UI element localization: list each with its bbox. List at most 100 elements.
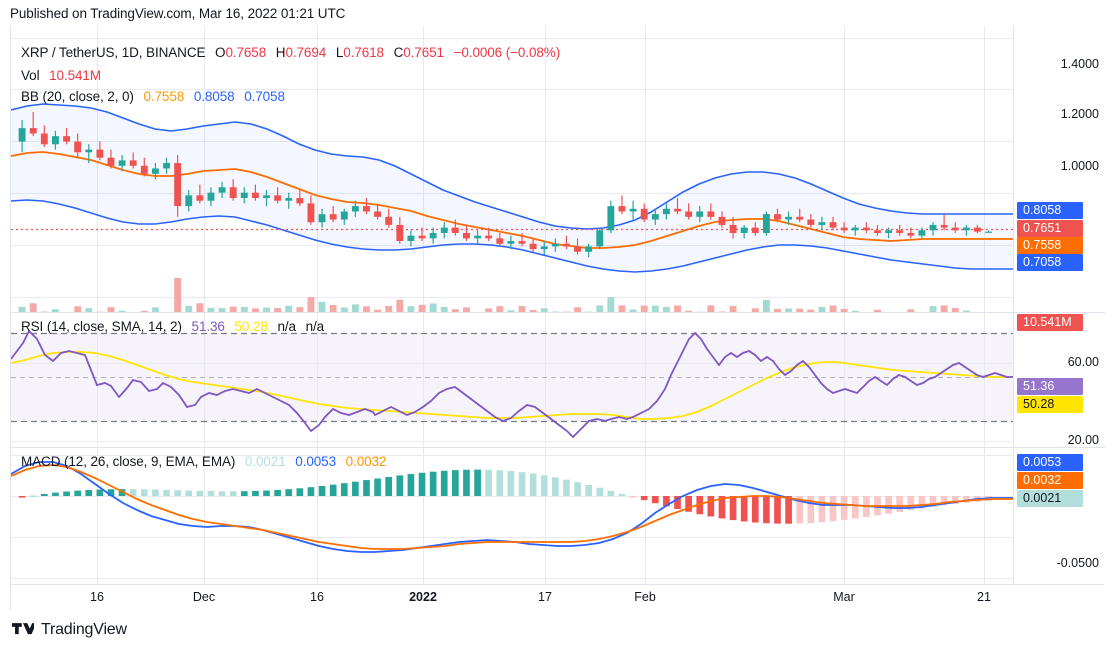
- rsi-vertical-gridlines: [97, 313, 985, 447]
- candle-body: [662, 208, 670, 215]
- volume-bar: [274, 308, 282, 312]
- candle-body: [685, 211, 693, 217]
- macd-histogram-bar: [651, 496, 659, 504]
- candle-body: [940, 224, 948, 228]
- macd-histogram-bar: [274, 489, 281, 496]
- bb-upper-line: [11, 103, 1013, 230]
- candle-body: [129, 160, 137, 166]
- candle-body: [29, 128, 37, 134]
- macd-histogram-bar: [185, 490, 193, 496]
- macd-histogram-bar: [829, 496, 837, 522]
- macd-histogram-bar: [596, 487, 604, 496]
- rsi-sma-value-tag[interactable]: 50.28: [1017, 396, 1083, 413]
- macd-histogram-bar: [674, 496, 681, 510]
- candle-body: [962, 227, 970, 231]
- candle-body: [407, 235, 415, 242]
- macd-histogram-bar: [174, 490, 181, 496]
- macd-histogram-bar: [785, 496, 792, 524]
- volume-bar: [507, 310, 515, 312]
- macd-histogram-bar: [363, 480, 370, 496]
- candle-body: [18, 128, 26, 142]
- last-price-tag[interactable]: 0.7651: [1017, 220, 1083, 237]
- candle-body: [674, 208, 681, 212]
- macd-histogram-bar: [440, 470, 448, 496]
- candle-body: [707, 211, 715, 217]
- macd-histogram-bar: [907, 496, 915, 511]
- candlestick-series[interactable]: [18, 111, 993, 258]
- candle-body: [807, 219, 815, 225]
- candle-body: [118, 160, 126, 166]
- macd-histogram-bar: [296, 488, 304, 496]
- macd-histogram-bar: [496, 470, 504, 496]
- candle-body: [785, 216, 793, 220]
- time-axis[interactable]: 16 Dec 16 2022 17 Feb Mar 21: [11, 584, 1104, 610]
- volume-bar: [174, 278, 182, 312]
- candle-body: [218, 187, 226, 193]
- candle-body: [485, 235, 493, 239]
- macd-histogram-bar: [540, 475, 548, 496]
- volume-bar: [574, 307, 581, 312]
- macd-histogram-bar: [629, 496, 637, 498]
- macd-pane[interactable]: MACD (12, 26, close, 9, EMA, EMA) 0.0021…: [11, 447, 1013, 584]
- candle-body: [751, 227, 759, 233]
- volume-bar: [74, 306, 82, 312]
- axis-separator-rsi: [1014, 312, 1105, 313]
- rsi-pane[interactable]: RSI (14, close, SMA, 14, 2) 51.36 50.28 …: [11, 312, 1013, 447]
- macd-histogram-bar: [396, 475, 404, 496]
- volume-bar: [374, 309, 382, 312]
- macd-histogram-bar: [896, 496, 904, 512]
- candle-body: [885, 230, 893, 233]
- macd-histogram-bar: [118, 489, 126, 496]
- macd-line-tag[interactable]: 0.0053: [1017, 454, 1083, 471]
- volume-bar: [618, 305, 626, 312]
- candle-body: [774, 214, 781, 220]
- macd-histogram-bar: [329, 484, 337, 496]
- volume-bar: [285, 305, 293, 312]
- time-axis-label: Mar: [833, 590, 855, 604]
- macd-hist-tag[interactable]: 0.0021: [1017, 490, 1083, 507]
- volume-bar: [751, 308, 759, 312]
- macd-histogram-bar: [751, 496, 759, 523]
- candle-body: [63, 136, 70, 142]
- rsi-value-tag[interactable]: 51.36: [1017, 378, 1083, 395]
- candle-body: [818, 222, 826, 225]
- macd-histogram-bar: [418, 472, 426, 496]
- volume-bar: [540, 308, 548, 312]
- candle-body: [451, 227, 459, 233]
- macd-histogram: [18, 469, 992, 524]
- volume-bar: [251, 308, 259, 312]
- macd-histogram-bar: [207, 491, 215, 496]
- candle-body: [507, 241, 515, 244]
- price-pane[interactable]: XRP / TetherUS, 1D, BINANCE O0.7658 H0.7…: [11, 26, 1013, 312]
- price-axis[interactable]: 1.4000 1.2000 1.0000 60.00 20.00 -0.0500 0.805…: [1013, 26, 1105, 584]
- price-axis-tick: 60.00: [1067, 355, 1099, 369]
- vertical-gridlines: [97, 26, 985, 312]
- bb-basis-price-tag[interactable]: 0.7558: [1017, 237, 1083, 254]
- macd-histogram-bar: [385, 476, 393, 496]
- volume-value-tag[interactable]: 10.541M: [1017, 314, 1083, 331]
- macd-histogram-bar: [640, 496, 648, 501]
- bb-upper-price-tag[interactable]: 0.8058: [1017, 202, 1083, 219]
- candle-body: [651, 214, 659, 220]
- candle-body: [974, 227, 981, 232]
- candle-body: [840, 227, 848, 231]
- candle-body: [251, 192, 259, 199]
- volume-bar: [18, 306, 26, 312]
- volume-bar: [929, 306, 937, 312]
- macd-histogram-bar: [940, 496, 948, 506]
- time-axis-label: 16: [90, 590, 104, 604]
- bb-lower-price-tag[interactable]: 0.7058: [1017, 254, 1083, 271]
- candle-body: [696, 211, 704, 217]
- macd-histogram-bar: [463, 469, 470, 496]
- volume-bar: [707, 305, 715, 312]
- volume-series: [18, 278, 970, 312]
- price-axis-tick: 20.00: [1067, 433, 1099, 447]
- volume-bar: [340, 307, 348, 312]
- candle-body: [796, 216, 804, 220]
- price-axis-tick: 1.2000: [1060, 107, 1099, 121]
- macd-signal-line: [11, 464, 1013, 550]
- candle-body: [385, 216, 393, 225]
- macd-signal-tag[interactable]: 0.0032: [1017, 472, 1083, 489]
- macd-histogram-bar: [551, 477, 559, 496]
- candle-body: [396, 224, 404, 242]
